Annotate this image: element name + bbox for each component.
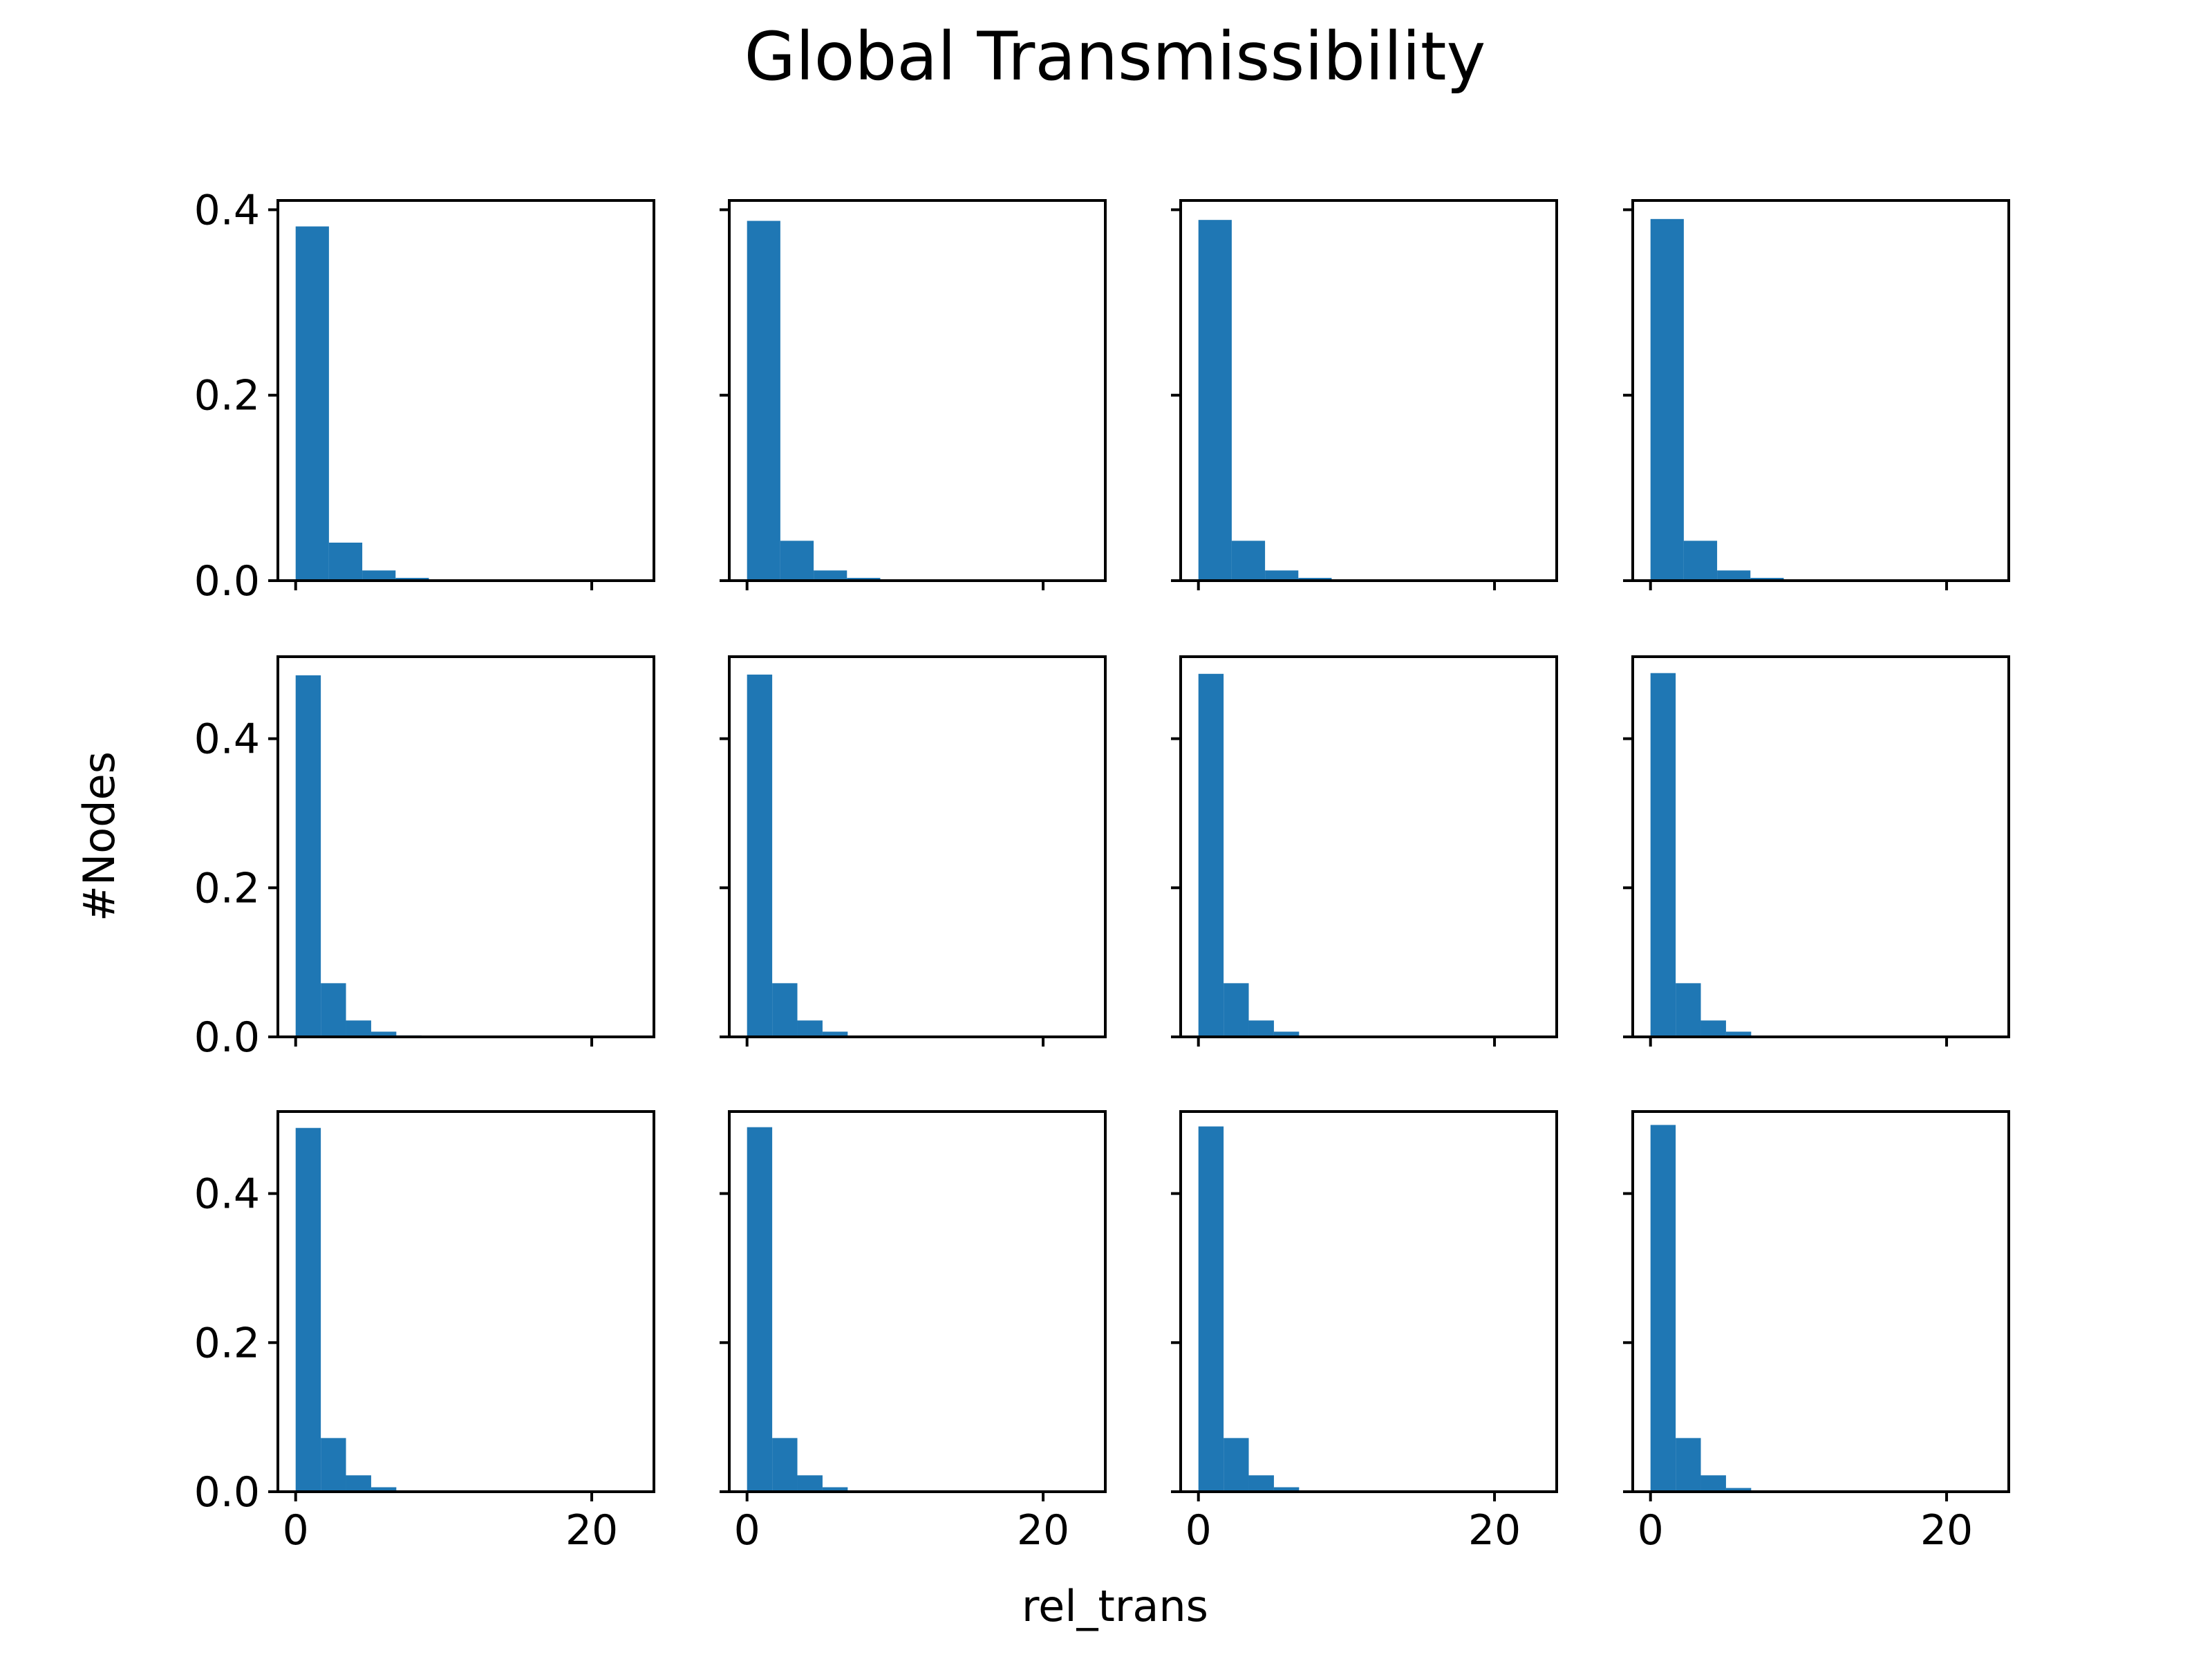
x-tick-label: 20 xyxy=(1920,1506,1973,1555)
histogram-bar xyxy=(295,226,329,581)
histogram-bar xyxy=(395,577,429,581)
histogram-bar xyxy=(371,1487,397,1492)
axes-frame xyxy=(276,1110,655,1493)
y-axis-label: #Nodes xyxy=(74,751,124,921)
axes-frame xyxy=(728,1110,1107,1493)
x-tick-label: 20 xyxy=(1017,1506,1069,1555)
histogram-bar xyxy=(1683,541,1718,581)
subplot-3-3: 0 20 xyxy=(1171,1110,1558,1555)
histogram-bar xyxy=(1650,1125,1676,1492)
axes-frame xyxy=(728,655,1107,1038)
histogram-bar xyxy=(797,1475,823,1492)
histogram-bar xyxy=(747,221,780,581)
axes-frame xyxy=(728,199,1107,582)
histogram-bar xyxy=(362,570,396,581)
x-tick-label: 20 xyxy=(565,1506,618,1555)
histogram-bar xyxy=(1198,220,1232,581)
histogram-bar xyxy=(1298,577,1332,581)
x-tick-label: 0 xyxy=(283,1506,309,1555)
histogram-bar xyxy=(772,983,798,1037)
histogram-bar xyxy=(1700,1475,1726,1492)
histogram-bar xyxy=(1750,577,1784,581)
histogram-bar xyxy=(772,1438,798,1492)
subplot-3-1: 0.0 0.2 0.4 0 20 xyxy=(194,1110,655,1555)
histogram-bar xyxy=(321,983,346,1037)
histogram-bar xyxy=(346,1020,371,1037)
histogram-bar xyxy=(1231,541,1266,581)
x-tick-label: 20 xyxy=(1468,1506,1521,1555)
histogram-bar xyxy=(1700,1020,1726,1037)
x-axis-label: rel_trans xyxy=(1022,1581,1208,1631)
y-tick-label: 0.4 xyxy=(194,186,260,234)
histogram-bar xyxy=(1650,673,1676,1037)
axes-frame xyxy=(276,199,655,582)
subplot-1-1: 0.0 0.2 0.4 xyxy=(194,186,655,606)
histogram-bar xyxy=(1265,570,1299,581)
subplot-1-4 xyxy=(1623,199,2010,590)
y-tick-label: 0.0 xyxy=(194,557,260,606)
histogram-bar xyxy=(747,1127,773,1492)
subplot-2-4 xyxy=(1623,655,2010,1047)
y-tick-label: 0.4 xyxy=(194,1170,260,1219)
subplot-1-3 xyxy=(1171,199,1558,590)
axes-frame xyxy=(1179,655,1558,1038)
y-tick-label: 0.4 xyxy=(194,715,260,764)
y-tick-label: 0.0 xyxy=(194,1468,260,1517)
histogram-bar xyxy=(822,1487,848,1492)
subplot-2-1: 0.0 0.2 0.4 xyxy=(194,655,655,1062)
histogram-bar xyxy=(328,543,363,581)
x-tick-label: 0 xyxy=(1185,1506,1212,1555)
histogram-bar xyxy=(822,1031,848,1037)
x-tick-label: 0 xyxy=(734,1506,760,1555)
axes-frame xyxy=(276,655,655,1038)
histogram-bar xyxy=(1273,1031,1300,1037)
y-tick-label: 0.0 xyxy=(194,1013,260,1062)
x-tick-label: 0 xyxy=(1638,1506,1664,1555)
histogram-bar xyxy=(1248,1475,1274,1492)
histogram-bar xyxy=(1676,1438,1701,1492)
subplot-3-2: 0 20 xyxy=(720,1110,1107,1555)
histogram-bar xyxy=(814,570,847,581)
histogram-bar xyxy=(295,675,321,1037)
y-tick-label: 0.2 xyxy=(194,372,260,420)
histogram-bar xyxy=(1198,1126,1224,1492)
axes-frame xyxy=(1631,1110,2010,1493)
subplot-grid: 0.0 0.2 0.4 0.0 0.2 0.4 0.0 0.2 0.4 0 20 0 20 0 20 0 20 xyxy=(194,186,2010,1555)
axes-frame xyxy=(1631,655,2010,1038)
histogram-bar xyxy=(780,541,814,581)
histogram-bar xyxy=(847,577,881,581)
histogram-bar xyxy=(1650,218,1684,581)
histogram-bar xyxy=(1248,1020,1274,1037)
axes-frame xyxy=(1631,199,2010,582)
histogram-bar xyxy=(747,674,773,1037)
histogram-bar xyxy=(1273,1487,1300,1492)
histogram-bar xyxy=(1725,1031,1752,1037)
axes-frame xyxy=(1179,1110,1558,1493)
subplot-3-4: 0 20 xyxy=(1623,1110,2010,1555)
y-tick-label: 0.2 xyxy=(194,864,260,912)
histogram-bar xyxy=(346,1475,371,1492)
chart-title: Global Transmissibility xyxy=(744,18,1486,95)
y-tick-label: 0.2 xyxy=(194,1319,260,1367)
subplot-1-2 xyxy=(720,199,1107,590)
subplot-2-2 xyxy=(720,655,1107,1047)
histogram-bar xyxy=(1676,983,1701,1037)
subplot-2-3 xyxy=(1171,655,1558,1047)
histogram-bar xyxy=(1198,673,1224,1037)
histogram-bar xyxy=(1224,1438,1249,1492)
histogram-bar xyxy=(321,1438,346,1492)
histogram-bar xyxy=(371,1031,397,1037)
histogram-bar xyxy=(1725,1488,1752,1492)
histogram-bar xyxy=(1717,570,1751,581)
histogram-bar xyxy=(797,1020,823,1037)
histogram-bar xyxy=(1224,983,1249,1037)
histogram-bar xyxy=(295,1127,321,1492)
axes-frame xyxy=(1179,199,1558,582)
